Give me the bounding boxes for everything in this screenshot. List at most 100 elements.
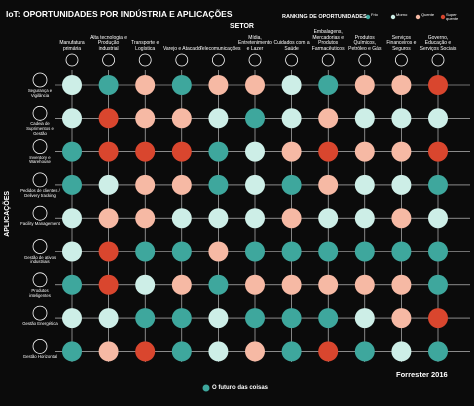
rating-circle bbox=[245, 75, 265, 95]
rating-circle bbox=[428, 75, 448, 95]
rating-circle bbox=[98, 174, 119, 195]
rating-circle bbox=[391, 241, 412, 262]
rating-circle bbox=[171, 241, 192, 262]
rating-circle bbox=[428, 141, 448, 162]
row-icon bbox=[32, 239, 48, 254]
rating-circle bbox=[428, 208, 448, 229]
rating-circle bbox=[208, 141, 229, 162]
rating-circle bbox=[208, 241, 229, 262]
row-icon bbox=[32, 205, 48, 221]
rating-circle bbox=[354, 308, 375, 329]
rating-circle bbox=[208, 341, 229, 362]
brand-icon bbox=[202, 384, 210, 392]
row-icon bbox=[32, 305, 48, 321]
rating-circle bbox=[318, 341, 339, 362]
rating-circle bbox=[318, 208, 339, 229]
rating-circle bbox=[391, 308, 412, 329]
rating-circle bbox=[98, 308, 119, 329]
rating-circle bbox=[62, 141, 82, 162]
rating-circle bbox=[428, 108, 448, 129]
column-label: Serviços Financeiros e Seguros bbox=[386, 34, 417, 52]
column-icon bbox=[321, 53, 335, 67]
column-icon bbox=[394, 53, 408, 67]
row-label: Gestão de ativos industriais bbox=[23, 254, 57, 265]
rating-circle bbox=[171, 108, 192, 129]
rating-circle bbox=[62, 108, 82, 129]
ranking-label: RANKING DE OPORTUNIDADES bbox=[282, 14, 367, 20]
rating-circle bbox=[391, 341, 412, 362]
rating-circle bbox=[391, 274, 412, 295]
column-label: Cuidados com a Saúde bbox=[273, 40, 310, 52]
rating-circle bbox=[318, 108, 339, 129]
rating-circle bbox=[98, 274, 119, 295]
rating-circle bbox=[391, 208, 412, 229]
column-label: Varejo e Atacado bbox=[162, 45, 201, 52]
row-label: Pedidos de clientes / Delivery tracking bbox=[20, 187, 60, 198]
rating-circle bbox=[62, 174, 82, 195]
column-icon bbox=[285, 53, 299, 67]
rating-circle bbox=[428, 241, 448, 262]
rating-circle bbox=[208, 174, 229, 195]
rating-circle bbox=[171, 75, 192, 95]
rating-circle bbox=[208, 108, 229, 129]
rating-circle bbox=[208, 308, 229, 329]
rating-circle bbox=[354, 108, 375, 129]
rating-circle bbox=[171, 274, 192, 295]
row-icon bbox=[32, 72, 48, 88]
rating-circle bbox=[135, 174, 156, 195]
legend-swatch bbox=[415, 14, 421, 20]
column-label: Embalagens, Mercadorias e Produtos Farma… bbox=[311, 29, 345, 52]
legend-swatch bbox=[390, 14, 396, 20]
rating-circle bbox=[354, 341, 375, 362]
rating-circle bbox=[245, 208, 265, 229]
rating-circle bbox=[281, 241, 302, 262]
legend-swatch bbox=[440, 14, 446, 20]
row-label: Segurança e Vigilância bbox=[27, 88, 53, 98]
rating-circle bbox=[281, 208, 302, 229]
column-icon bbox=[211, 53, 225, 67]
rating-circle bbox=[318, 75, 339, 95]
brand: O futuro das coisas bbox=[212, 385, 269, 391]
rating-circle bbox=[135, 75, 156, 95]
row-label: Gestão Horizontal bbox=[22, 354, 58, 360]
legend-label: Frio bbox=[371, 12, 378, 17]
rating-circle bbox=[281, 108, 302, 129]
rating-circle bbox=[135, 108, 156, 129]
rating-circle bbox=[208, 208, 229, 229]
rating-circle bbox=[281, 308, 302, 329]
source: Forrester 2016 bbox=[396, 370, 448, 379]
rating-circle bbox=[281, 141, 302, 162]
column-icon bbox=[248, 53, 262, 67]
row-icon bbox=[32, 172, 48, 188]
rating-circle bbox=[354, 141, 375, 162]
rating-circle bbox=[354, 75, 375, 95]
rating-circle bbox=[135, 274, 156, 295]
rating-circle bbox=[318, 308, 339, 329]
rating-circle bbox=[391, 174, 412, 195]
rating-circle bbox=[354, 208, 375, 229]
column-icon bbox=[138, 53, 152, 67]
rating-circle bbox=[98, 108, 119, 129]
rating-circle bbox=[354, 174, 375, 195]
column-label: Mídia, Entretenimento e Lazer bbox=[238, 34, 272, 52]
row-icon bbox=[32, 105, 48, 121]
rating-circle bbox=[171, 141, 192, 162]
legend-label: Morno bbox=[396, 12, 408, 17]
rating-circle bbox=[391, 108, 412, 129]
legend-label: Quente bbox=[421, 12, 435, 17]
row-icon bbox=[32, 338, 48, 354]
column-icon bbox=[431, 53, 445, 67]
rating-circle bbox=[245, 241, 265, 262]
rating-circle bbox=[428, 308, 448, 329]
rating-circle bbox=[171, 341, 192, 362]
column-label: Telecomunicações bbox=[199, 45, 241, 52]
row-label: Gestão Energética bbox=[22, 321, 58, 327]
legend-swatch bbox=[365, 14, 371, 20]
rating-circle bbox=[281, 341, 302, 362]
row-label: Produtos inteligentes bbox=[29, 287, 51, 298]
rating-circle bbox=[245, 141, 265, 162]
rating-circle bbox=[318, 141, 339, 162]
rating-circle bbox=[428, 174, 448, 195]
